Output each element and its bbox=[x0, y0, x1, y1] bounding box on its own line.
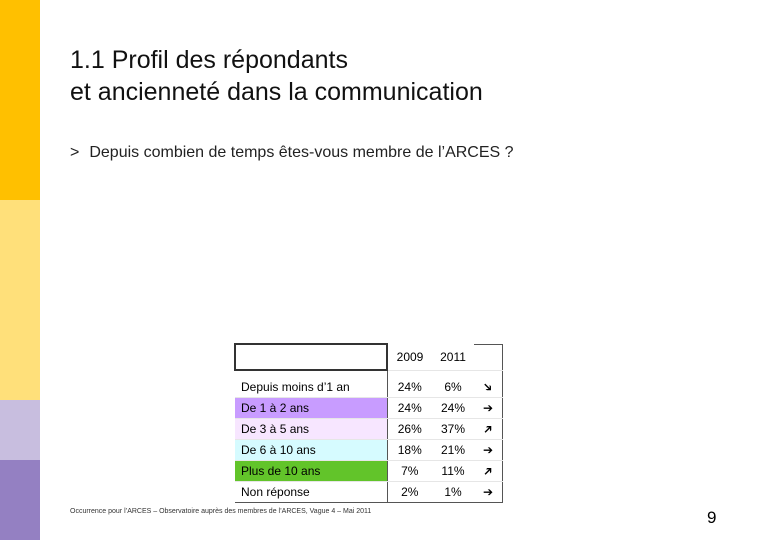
value-2011: 37% bbox=[432, 418, 474, 440]
membership-table: 2009 2011 Depuis moins d’1 an 24% 6% ➔ D… bbox=[234, 343, 503, 503]
value-2009: 18% bbox=[386, 439, 432, 461]
arrow-glyph: ➔ bbox=[482, 443, 494, 457]
table-row: Plus de 10 ans 7% 11% ➔ bbox=[235, 460, 503, 482]
value-2009: 24% bbox=[386, 377, 432, 398]
arrow-glyph: ➔ bbox=[482, 485, 494, 499]
table-row: De 3 à 5 ans 26% 37% ➔ bbox=[235, 418, 503, 440]
header-trend bbox=[474, 343, 503, 371]
trend-up-arrow-icon: ➔ bbox=[474, 460, 503, 482]
value-2009: 26% bbox=[386, 418, 432, 440]
table-row: Non réponse 2% 1% ➔ bbox=[235, 481, 503, 503]
question: > Depuis combien de temps êtes-vous membr… bbox=[70, 144, 514, 162]
table-header-row: 2009 2011 bbox=[234, 343, 503, 371]
trend-flat-arrow-icon: ➔ bbox=[474, 397, 503, 419]
table-row: Depuis moins d’1 an 24% 6% ➔ bbox=[235, 377, 503, 398]
trend-down-arrow-icon: ➔ bbox=[474, 377, 503, 398]
question-text: Depuis combien de temps êtes-vous membre… bbox=[89, 144, 514, 161]
sidebar-band-purple bbox=[0, 460, 40, 540]
row-label: Plus de 10 ans bbox=[235, 460, 387, 482]
header-empty-cell bbox=[234, 343, 388, 371]
row-label: De 1 à 2 ans bbox=[235, 397, 387, 419]
sidebar-band-yellow bbox=[0, 200, 40, 400]
trend-up-arrow-icon: ➔ bbox=[474, 418, 503, 440]
value-2011: 24% bbox=[432, 397, 474, 419]
row-label: Depuis moins d’1 an bbox=[235, 377, 387, 398]
row-label: De 3 à 5 ans bbox=[235, 418, 387, 440]
title-line-1: 1.1 Profil des répondants bbox=[70, 46, 348, 74]
arrow-glyph: ➔ bbox=[479, 462, 497, 480]
trend-flat-arrow-icon: ➔ bbox=[474, 439, 503, 461]
page-number: 9 bbox=[707, 508, 717, 527]
value-2009: 24% bbox=[386, 397, 432, 419]
sidebar-band-orange bbox=[0, 0, 40, 200]
value-2009: 7% bbox=[386, 460, 432, 482]
row-label: Non réponse bbox=[235, 481, 387, 503]
value-2011: 21% bbox=[432, 439, 474, 461]
value-2009: 2% bbox=[386, 481, 432, 503]
table-row: De 1 à 2 ans 24% 24% ➔ bbox=[235, 397, 503, 419]
arrow-glyph: ➔ bbox=[479, 420, 497, 438]
header-2011: 2011 bbox=[432, 344, 474, 371]
row-label: De 6 à 10 ans bbox=[235, 439, 387, 461]
table-spacer bbox=[235, 370, 503, 377]
table-row: De 6 à 10 ans 18% 21% ➔ bbox=[235, 439, 503, 461]
arrow-glyph: ➔ bbox=[479, 378, 497, 396]
arrow-glyph: ➔ bbox=[482, 401, 494, 415]
title-line-2: et ancienneté dans la communication bbox=[70, 78, 483, 106]
header-2009: 2009 bbox=[386, 344, 432, 371]
value-2011: 6% bbox=[432, 377, 474, 398]
sidebar-band-lavender bbox=[0, 400, 40, 460]
slide-title: 1.1 Profil des répondants et ancienneté … bbox=[70, 44, 483, 108]
trend-flat-arrow-icon: ➔ bbox=[474, 481, 503, 503]
bullet-symbol: > bbox=[70, 144, 80, 161]
source-note: Occurrence pour l’ARCES – Observatoire a… bbox=[70, 508, 372, 515]
value-2011: 11% bbox=[432, 460, 474, 482]
value-2011: 1% bbox=[432, 481, 474, 503]
